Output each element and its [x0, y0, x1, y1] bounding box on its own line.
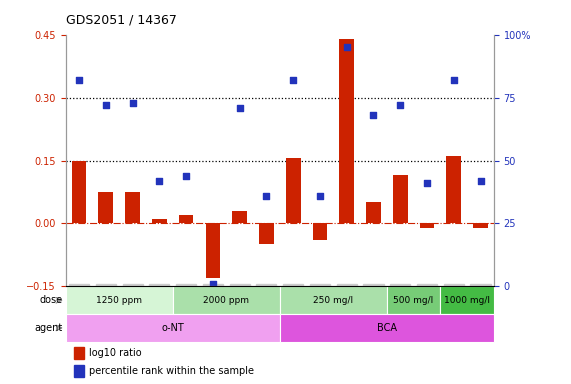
Point [208, 281, 218, 287]
Bar [420, 223, 435, 228]
Bar [440, 286, 494, 314]
Point [342, 44, 351, 50]
Bar [74, 365, 83, 377]
Point [155, 177, 164, 184]
Text: log10 ratio: log10 ratio [89, 348, 142, 358]
Text: percentile rank within the sample: percentile rank within the sample [89, 366, 254, 376]
Bar [286, 159, 300, 223]
Bar [173, 286, 280, 314]
Bar [473, 223, 488, 228]
Text: BCA: BCA [377, 323, 397, 333]
Point [262, 193, 271, 199]
Text: 1250 ppm: 1250 ppm [96, 296, 142, 305]
Point [449, 77, 459, 83]
Bar [152, 219, 167, 223]
Bar [98, 192, 113, 223]
Bar [66, 286, 173, 314]
Point [128, 99, 137, 106]
Bar [280, 286, 387, 314]
Bar [339, 39, 354, 223]
Text: 2000 ppm: 2000 ppm [203, 296, 250, 305]
Bar [280, 314, 494, 342]
Point [315, 193, 324, 199]
Bar [447, 156, 461, 223]
Point [101, 102, 110, 108]
Bar [125, 192, 140, 223]
Point [396, 102, 405, 108]
Text: 250 mg/l: 250 mg/l [313, 296, 353, 305]
Text: agent: agent [35, 323, 63, 333]
Text: o-NT: o-NT [162, 323, 184, 333]
Point [74, 77, 83, 83]
Bar [387, 286, 440, 314]
Point [288, 77, 297, 83]
Bar [259, 223, 274, 245]
Point [182, 172, 191, 179]
Bar [179, 215, 194, 223]
Bar [74, 347, 83, 359]
Bar [393, 175, 408, 223]
Point [235, 104, 244, 111]
Bar [312, 223, 327, 240]
Text: 1000 mg/l: 1000 mg/l [444, 296, 490, 305]
Point [476, 177, 485, 184]
Text: 500 mg/l: 500 mg/l [393, 296, 434, 305]
Text: GDS2051 / 14367: GDS2051 / 14367 [66, 14, 176, 27]
Bar [66, 314, 280, 342]
Point [369, 112, 378, 118]
Bar [366, 202, 381, 223]
Text: dose: dose [40, 295, 63, 305]
Bar [206, 223, 220, 278]
Bar [232, 211, 247, 223]
Bar [72, 161, 86, 223]
Point [423, 180, 432, 186]
